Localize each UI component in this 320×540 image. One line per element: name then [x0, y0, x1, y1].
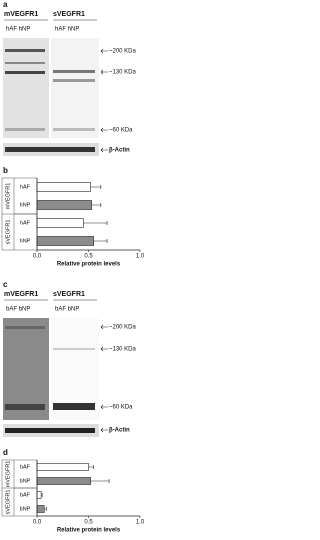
error-bar	[83, 221, 108, 225]
arrow	[100, 48, 108, 54]
error-bar	[44, 507, 47, 511]
x-tick-label: 1.0	[136, 520, 145, 526]
error-bar	[93, 239, 108, 243]
panel-label: c	[3, 280, 8, 289]
error-bar	[90, 479, 110, 483]
marker-label: β-Actin	[109, 428, 130, 434]
x-tick-label: 0.0	[33, 520, 42, 526]
category-label: bNP	[20, 478, 31, 484]
marker-label: β-Actin	[109, 148, 130, 154]
error-bar	[88, 465, 94, 469]
marker-label: ~200 KDa	[109, 49, 137, 55]
blot-a	[3, 38, 99, 156]
blot-c	[3, 318, 99, 437]
x-tick-label: 0.0	[33, 254, 42, 260]
marker-label: ~200 KDa	[109, 325, 137, 331]
blot-header: sVEGFR1	[53, 291, 85, 298]
bar	[36, 218, 84, 228]
blot-header: sVEGFR1	[53, 11, 85, 18]
x-axis-label: Relative protein levels	[57, 528, 121, 534]
lane-label: bAF bNP	[55, 307, 79, 313]
arrow	[100, 346, 108, 352]
bar	[36, 505, 45, 513]
arrow	[100, 427, 108, 433]
x-tick-label: 0.5	[84, 254, 93, 260]
arrow	[100, 127, 108, 133]
bar	[36, 182, 91, 192]
bar	[36, 491, 42, 499]
x-tick-label: 1.0	[136, 254, 145, 260]
figure: a mVEGFR1 hAF hNP sVEGFR1 hAF hNP ~200 KDa ~13…	[1, 0, 145, 534]
x-axis-label: Relative protein levels	[57, 262, 121, 268]
bar	[36, 477, 91, 485]
arrow	[100, 404, 108, 410]
category-label: hAF	[20, 184, 31, 190]
bar	[36, 200, 92, 210]
lane-label: hAF hNP	[55, 27, 79, 33]
lane-label: bAF bNP	[6, 307, 30, 313]
arrow	[100, 147, 108, 153]
category-label: hAF	[20, 220, 31, 226]
bar	[36, 236, 94, 246]
category-label: hNP	[20, 202, 31, 208]
arrow	[100, 69, 108, 75]
category-label: bNP	[20, 506, 31, 512]
arrow	[100, 324, 108, 330]
category-label: bAF	[20, 492, 31, 498]
group-label: mVEGFR1	[5, 183, 11, 210]
group-label: sVEGFR1	[5, 220, 11, 245]
blot-header: mVEGFR1	[4, 291, 38, 298]
marker-label: ~60 KDa	[109, 128, 133, 134]
x-tick-label: 0.5	[84, 520, 93, 526]
panel-label: d	[3, 448, 8, 457]
category-label: bAF	[20, 464, 31, 470]
error-bar	[41, 493, 43, 497]
marker-label: ~60 KDa	[109, 405, 133, 411]
bar	[36, 463, 89, 471]
panel-label: a	[3, 0, 8, 9]
marker-label: ~130 KDa	[109, 347, 137, 353]
error-bar	[90, 185, 102, 189]
panel-label: b	[3, 166, 8, 175]
group-label: sVEGFR1	[5, 490, 11, 515]
group-label: mVEGFR1	[5, 461, 11, 488]
lane-label: hAF hNP	[6, 27, 30, 33]
error-bar	[91, 203, 102, 207]
blot-header: mVEGFR1	[4, 11, 38, 18]
category-label: hNP	[20, 238, 31, 244]
marker-label: ~130 KDa	[109, 70, 137, 76]
